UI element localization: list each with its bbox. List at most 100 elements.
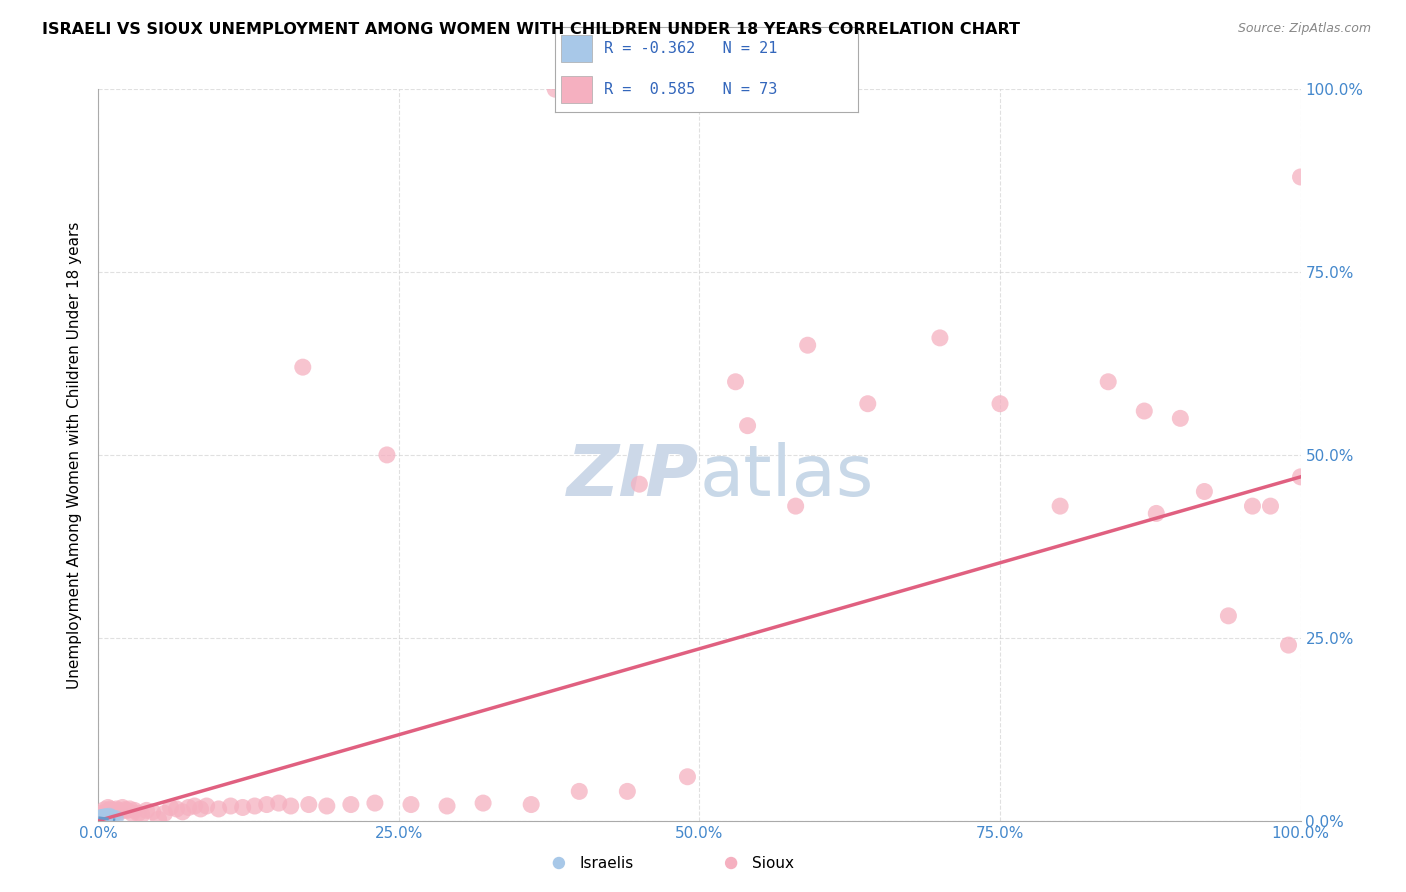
Point [1289, 169, 1312, 184]
Point [267, 796, 290, 810]
Point [628, 477, 651, 491]
Point [364, 796, 387, 810]
Point [91, 806, 114, 821]
Point [98, 804, 121, 818]
Point [1277, 638, 1299, 652]
Point [208, 802, 231, 816]
Point [90, 810, 112, 824]
Point [472, 796, 495, 810]
Point [856, 397, 879, 411]
Point [101, 806, 124, 821]
Point [796, 338, 818, 352]
Point [724, 375, 747, 389]
Point [928, 331, 950, 345]
Point [87, 812, 110, 826]
Point [127, 806, 149, 821]
Point [1194, 484, 1216, 499]
Point [91, 811, 114, 825]
Point [89, 812, 111, 826]
Point [87, 814, 110, 828]
Point [91, 807, 114, 822]
Point [232, 800, 254, 814]
Point [97, 800, 120, 814]
Point [93, 811, 115, 825]
Point [298, 797, 321, 812]
Point [118, 802, 141, 816]
Point [315, 799, 337, 814]
Point [1097, 375, 1119, 389]
Point [91, 811, 114, 825]
Point [737, 418, 759, 433]
Point [1241, 499, 1264, 513]
Text: atlas: atlas [700, 442, 875, 511]
Point [548, 856, 571, 871]
Point [568, 784, 591, 798]
Point [1218, 608, 1240, 623]
Point [87, 812, 110, 826]
Point [219, 799, 242, 814]
Point [616, 784, 638, 798]
Text: ZIP: ZIP [567, 442, 700, 511]
Point [1289, 470, 1312, 484]
Point [96, 810, 118, 824]
Point [104, 805, 127, 819]
Point [1260, 499, 1282, 513]
Point [121, 806, 143, 821]
Point [90, 812, 112, 826]
Point [172, 805, 194, 819]
Point [117, 804, 139, 818]
Point [96, 805, 118, 819]
Point [107, 804, 129, 818]
Point [114, 803, 136, 817]
Point [111, 800, 134, 814]
Bar [561, 76, 592, 103]
Point [256, 797, 278, 812]
Point [280, 799, 302, 814]
Point [89, 812, 111, 826]
Point [153, 806, 176, 821]
Point [90, 811, 112, 825]
Point [785, 499, 807, 513]
Point [243, 799, 266, 814]
Point [108, 805, 131, 819]
Point [124, 804, 146, 818]
Point [177, 800, 200, 814]
Point [375, 448, 398, 462]
Point [98, 809, 121, 823]
Point [87, 814, 110, 828]
Text: Source: ZipAtlas.com: Source: ZipAtlas.com [1237, 22, 1371, 36]
Point [159, 800, 181, 814]
Point [89, 813, 111, 827]
Point [436, 799, 458, 814]
Point [399, 797, 422, 812]
Point [100, 811, 122, 825]
Text: Sioux: Sioux [752, 855, 794, 871]
Point [544, 82, 567, 96]
Point [100, 802, 122, 816]
Point [183, 799, 205, 814]
Point [676, 770, 699, 784]
Point [105, 802, 128, 816]
Point [1144, 507, 1167, 521]
Point [166, 802, 188, 816]
Point [90, 812, 112, 826]
Point [988, 397, 1011, 411]
Text: Israelis: Israelis [581, 855, 634, 871]
Point [195, 799, 218, 814]
Point [190, 802, 212, 816]
Point [1133, 404, 1156, 418]
Point [135, 804, 157, 818]
Point [148, 812, 170, 826]
Y-axis label: Unemployment Among Women with Children Under 18 years: Unemployment Among Women with Children U… [67, 221, 83, 689]
Point [87, 813, 110, 827]
Point [93, 803, 115, 817]
Text: R =  0.585   N = 73: R = 0.585 N = 73 [603, 82, 778, 97]
Point [93, 810, 115, 824]
Point [720, 856, 742, 871]
Bar [561, 36, 592, 62]
Point [340, 797, 363, 812]
Text: ISRAELI VS SIOUX UNEMPLOYMENT AMONG WOMEN WITH CHILDREN UNDER 18 YEARS CORRELATI: ISRAELI VS SIOUX UNEMPLOYMENT AMONG WOME… [42, 22, 1021, 37]
Point [94, 810, 117, 824]
Point [520, 797, 543, 812]
Point [131, 807, 153, 822]
